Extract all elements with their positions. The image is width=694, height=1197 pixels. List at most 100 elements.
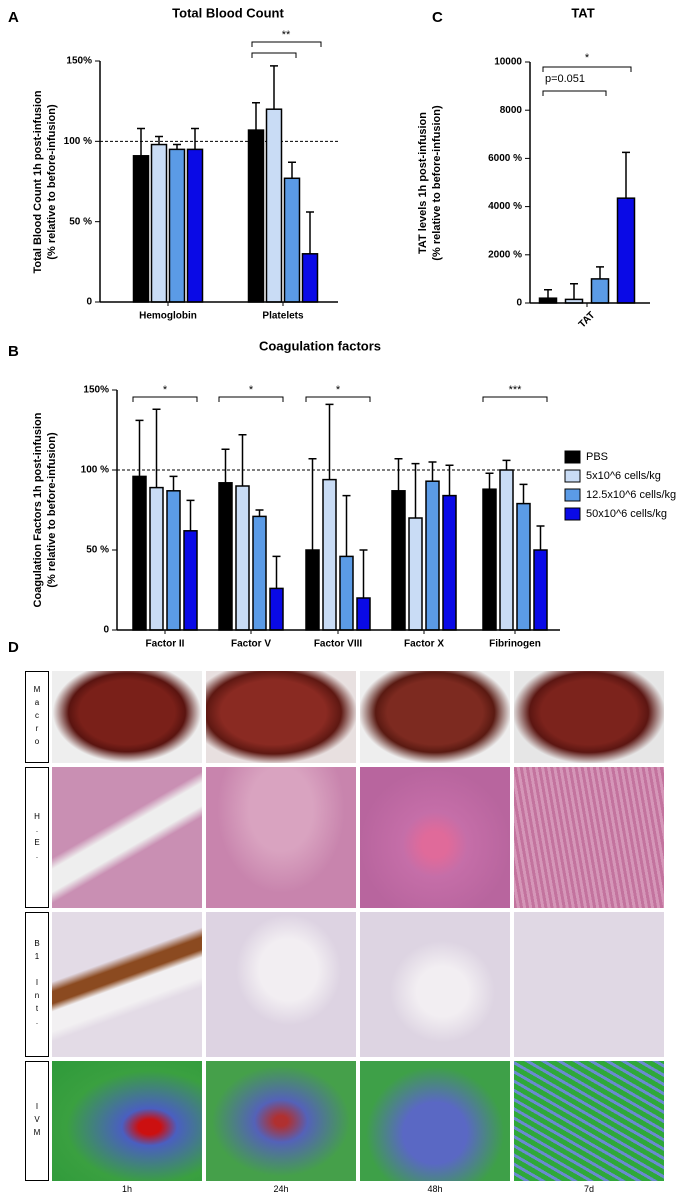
y-tick-label: 100 % — [64, 136, 92, 147]
error-bar — [186, 499, 195, 531]
y-axis-label: Coagulation Factors 1h post-infusion — [32, 412, 44, 607]
error-bar — [173, 143, 181, 150]
bar — [590, 278, 610, 304]
error-bar — [238, 434, 247, 486]
bar — [425, 480, 440, 631]
chart-title: Coagulation factors — [259, 338, 381, 353]
row-label: Macro — [25, 671, 49, 763]
x-tick-label: Hemoglobin — [139, 311, 197, 322]
error-bar — [270, 65, 278, 110]
y-axis-label: (% relative to before-infusion) — [431, 105, 443, 261]
bar — [132, 475, 147, 631]
error-bar — [622, 151, 630, 199]
error-bar — [288, 161, 296, 179]
bar — [149, 486, 164, 631]
legend-label: PBS — [586, 451, 608, 463]
bar — [499, 469, 514, 631]
error-bar — [152, 408, 161, 488]
bar — [533, 549, 548, 631]
legend-swatch — [564, 450, 581, 464]
error-bar — [252, 102, 260, 131]
error-bar — [255, 509, 264, 517]
x-tick-label: Factor VIII — [314, 639, 363, 650]
chart-title: TAT — [571, 5, 594, 20]
error-bar — [596, 266, 604, 279]
y-tick-label: 2000 % — [488, 249, 522, 260]
error-bar — [519, 483, 528, 504]
bar — [616, 197, 636, 304]
legend-swatch — [564, 507, 581, 521]
significance-label: *** — [509, 384, 523, 396]
panel-letter: C — [432, 9, 443, 26]
photo-b1-24h — [206, 912, 356, 1057]
bar — [218, 482, 233, 631]
chart-title: Total Blood Count — [172, 5, 284, 20]
y-tick-label: 50 % — [86, 545, 109, 556]
significance-label: * — [249, 384, 254, 396]
significance-label: * — [163, 384, 168, 396]
error-bar — [428, 461, 437, 482]
error-bar — [169, 475, 178, 491]
x-tick-label: Factor II — [146, 639, 185, 650]
error-bar — [544, 288, 552, 299]
x-tick-label: Fibrinogen — [489, 639, 541, 650]
y-tick-label: 8000 — [500, 105, 523, 116]
panel-letter: D — [8, 639, 19, 656]
bar — [132, 155, 150, 303]
y-tick-label: 150% — [66, 56, 92, 67]
panel-letter: A — [8, 9, 19, 26]
column-label: 24h — [273, 1184, 289, 1194]
photo-he-7d — [514, 767, 664, 908]
legend-swatch — [564, 469, 581, 483]
error-bar — [221, 448, 230, 483]
bar — [339, 555, 354, 631]
error-bar — [536, 525, 545, 550]
row-label: IVM — [25, 1061, 49, 1181]
photo-he-24h — [206, 767, 356, 908]
error-bar — [342, 494, 351, 557]
bar — [150, 143, 168, 303]
legend-label: 12.5x10^6 cells/kg — [586, 489, 676, 501]
y-tick-label: 10000 — [494, 57, 522, 68]
bar — [322, 478, 337, 631]
x-tick-label: Platelets — [262, 311, 304, 322]
row-label-text: IVM — [32, 1101, 42, 1141]
bar — [186, 148, 204, 303]
bar — [183, 530, 198, 631]
bar — [235, 485, 250, 631]
bar — [166, 490, 181, 631]
x-tick-label: TAT — [577, 310, 597, 330]
photo-b1-1h — [52, 912, 202, 1057]
y-axis-label: (% relative to before-infusion) — [46, 432, 58, 588]
error-bar — [306, 211, 314, 254]
significance-bracket — [482, 396, 548, 402]
bar — [252, 515, 267, 631]
photo-macro-48h — [360, 671, 510, 763]
row-label: B1 Int. — [25, 912, 49, 1057]
y-axis-label: Total Blood Count 1h post-infusion — [32, 90, 44, 273]
photo-b1-7d — [514, 912, 664, 1057]
bar — [283, 177, 301, 303]
significance-bracket — [542, 66, 632, 72]
y-tick-label: 0 — [86, 297, 92, 308]
significance-bracket — [251, 41, 322, 47]
error-bar — [325, 403, 334, 480]
significance-bracket — [305, 396, 371, 402]
significance-label: p=0.051 — [545, 73, 585, 85]
error-bar — [394, 458, 403, 491]
error-bar — [411, 462, 420, 518]
bar — [168, 148, 186, 303]
row-label: H.E. — [25, 767, 49, 908]
photo-macro-1h — [52, 671, 202, 763]
row-label-text: Macro — [32, 684, 42, 750]
legend-swatch — [564, 488, 581, 502]
y-tick-label: 6000 % — [488, 153, 522, 164]
photo-ivm-48h — [360, 1061, 510, 1181]
y-tick-label: 0 — [516, 298, 522, 309]
error-bar — [137, 127, 145, 156]
panel-letter: B — [8, 343, 19, 360]
significance-label: * — [336, 384, 341, 396]
x-tick-label: Factor V — [231, 639, 271, 650]
legend-label: 5x10^6 cells/kg — [586, 470, 661, 482]
photo-he-1h — [52, 767, 202, 908]
